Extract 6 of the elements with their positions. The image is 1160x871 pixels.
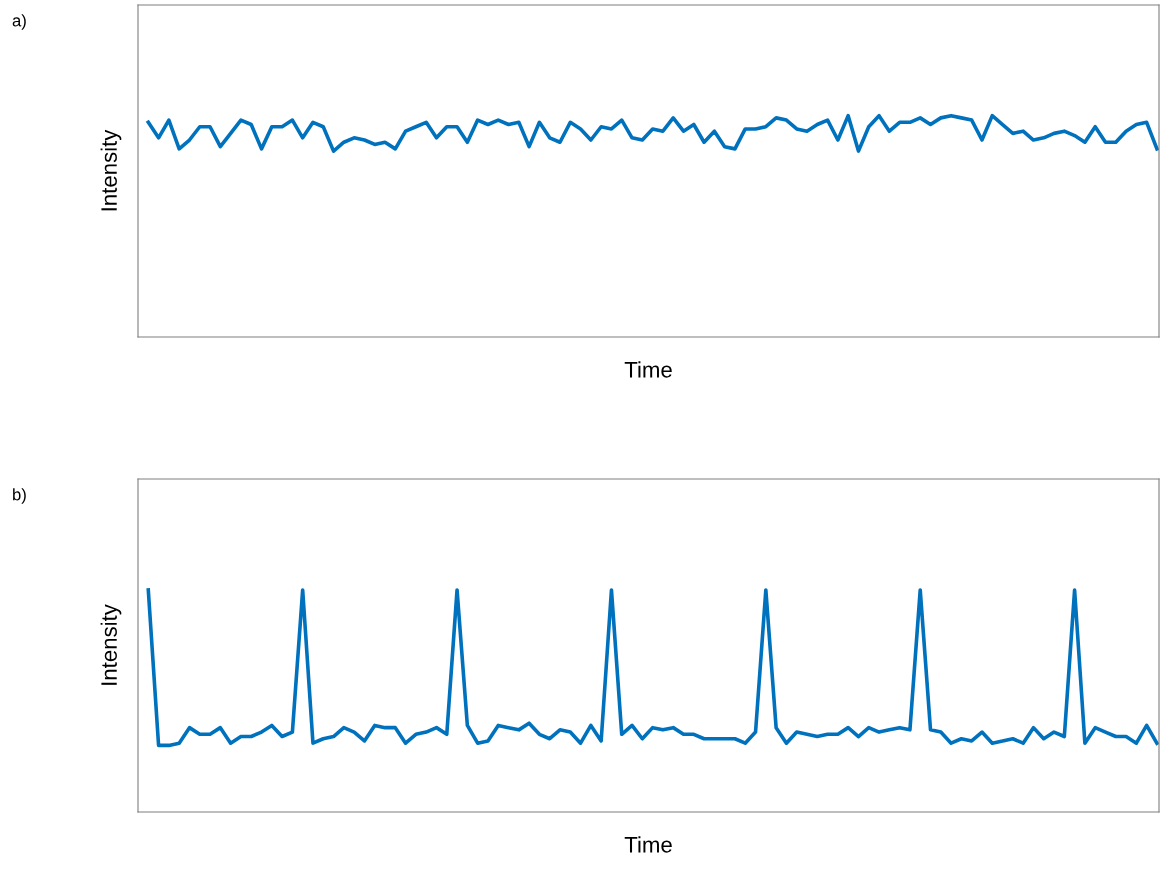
y-axis-title: Intensity [100,604,122,685]
y-axis-title: Intensity [100,129,122,211]
x-axis-title: Time [624,361,672,378]
text: b) [13,488,26,504]
text: a) [12,14,26,30]
x-axis-title: Time [624,836,672,853]
